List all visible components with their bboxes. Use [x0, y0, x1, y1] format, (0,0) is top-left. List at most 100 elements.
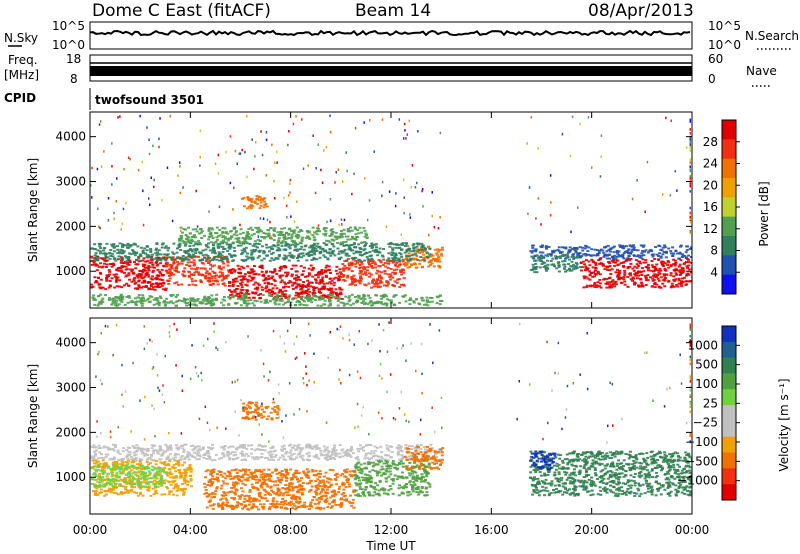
- power-blob-3: [341, 257, 406, 289]
- freq-panel: Freq. [MHz] 18 8 60 0 Nave: [4, 52, 777, 87]
- velocity-colorbar-swatch: [722, 373, 736, 390]
- velocity-colorbar-swatch: [722, 341, 736, 359]
- power-colorbar-label: Power [dB]: [757, 181, 771, 246]
- xaxis-label: Time UT: [365, 539, 416, 553]
- power-blob-6: [177, 226, 369, 245]
- power-colorbar-swatch: [722, 197, 736, 218]
- nsearch-tick-top: 10^5: [708, 19, 741, 33]
- velocity-colorbar-tick: 25: [703, 396, 718, 410]
- nsearch-tick-bottom: 10^0: [708, 38, 741, 52]
- nave-tick-bottom: 0: [708, 72, 716, 86]
- velocity-blob-8: [90, 463, 169, 489]
- power-blob-1: [165, 255, 231, 287]
- freq-tick-bottom: 8: [70, 72, 78, 86]
- power-ytick-label: 3000: [55, 175, 86, 189]
- nsearch-label: N.Search: [745, 29, 799, 43]
- xtick-label: 00:00: [675, 523, 710, 537]
- cpid-label: CPID: [4, 91, 36, 105]
- nsky-panel: N.Sky 10^5 10^0 10^5 10^0 N.Search: [4, 19, 799, 52]
- power-blob-11: [91, 293, 444, 307]
- nsky-tick-top: 10^5: [52, 19, 85, 33]
- power-colorbar-swatch: [722, 178, 736, 198]
- velocity-blob-2: [203, 468, 357, 511]
- xtick-label: 16:00: [474, 523, 509, 537]
- velocity-colorbar-swatch: [722, 326, 736, 343]
- velocity-blob-4: [403, 445, 445, 471]
- velocity-colorbar-swatch: [722, 389, 736, 406]
- freq-unit-label: [MHz]: [4, 68, 39, 82]
- velocity-colorbar-tick: −100: [685, 435, 718, 449]
- power-colorbar-tick: 8: [710, 244, 718, 258]
- nsky-tick-bottom: 10^0: [52, 38, 85, 52]
- velocity-colorbar-swatch: [722, 357, 736, 374]
- velocity-colorbar-swatch: [722, 452, 736, 469]
- velocity-colorbar-tick: 1000: [687, 338, 718, 352]
- beam-label: Beam 14: [355, 1, 431, 21]
- power-colorbar-swatch: [722, 216, 736, 237]
- power-blob-10: [240, 195, 269, 210]
- power-colorbar-tick: 12: [703, 222, 718, 236]
- velocity-ytick-label: 4000: [55, 336, 86, 350]
- power-colorbar-swatch: [722, 120, 736, 140]
- velocity-blob-6: [529, 450, 557, 471]
- power-ylabel: Slant Range [km]: [26, 158, 40, 262]
- power-colorbar-tick: 24: [703, 157, 718, 171]
- power-blob-9: [529, 253, 582, 274]
- cpid-value: twofsound 3501: [95, 93, 204, 107]
- xtick-label: 04:00: [173, 523, 208, 537]
- power-colorbar-swatch: [722, 236, 736, 256]
- velocity-blob-3: [353, 459, 432, 497]
- velocity-colorbar-tick: −25: [693, 416, 718, 430]
- velocity-colorbar-swatch: [722, 420, 736, 438]
- xtick-label: 00:00: [73, 523, 108, 537]
- freq-tick-top: 18: [66, 52, 81, 66]
- power-blob-8: [579, 257, 692, 289]
- power-colorbar-swatch: [722, 158, 736, 179]
- velocity-colorbar-tick: 100: [695, 377, 718, 391]
- power-scatter: [90, 114, 691, 238]
- velocity-colorbar-label: Velocity [m s⁻¹]: [777, 378, 791, 471]
- power-colorbar-tick: 28: [703, 135, 718, 149]
- velocity-ytick-label: 3000: [55, 381, 86, 395]
- freq-label: Freq.: [8, 53, 38, 67]
- power-colorbar-swatch: [722, 139, 736, 160]
- power-colorbar-tick: 16: [703, 200, 718, 214]
- velocity-ytick-label: 1000: [55, 470, 86, 484]
- xtick-label: 12:00: [374, 523, 409, 537]
- nsky-trace: [89, 29, 691, 37]
- power-blob-0: [90, 255, 168, 291]
- velocity-panel: 4000 3000 2000 1000 Slant Range [km] 1000 50…: [26, 112, 791, 553]
- power-ytick-label: 1000: [55, 264, 86, 278]
- velocity-blob-1: [90, 443, 444, 462]
- velocity-blob-5: [529, 450, 692, 498]
- power-colorbar-tick: 20: [703, 178, 718, 192]
- velocity-colorbar-swatch: [722, 405, 736, 422]
- power-ytick-label: 4000: [55, 130, 86, 144]
- power-blob-2: [228, 264, 344, 300]
- power-ytick-label: 2000: [55, 219, 86, 233]
- xtick-label: 20:00: [574, 523, 609, 537]
- date-label: 08/Apr/2013: [588, 1, 694, 21]
- velocity-colorbar-tick: −500: [685, 454, 718, 468]
- nave-label: Nave: [746, 64, 777, 78]
- xtick-label: 08:00: [273, 523, 308, 537]
- nave-band: [90, 66, 692, 76]
- velocity-ylabel: Slant Range [km]: [26, 364, 40, 468]
- power-colorbar-swatch: [722, 255, 736, 276]
- velocity-colorbar-swatch: [722, 484, 736, 501]
- nsky-label: N.Sky: [4, 31, 38, 45]
- power-colorbar-tick: 4: [710, 265, 718, 279]
- velocity-colorbar-tick: −1000: [677, 474, 718, 488]
- velocity-scatter: [95, 321, 691, 444]
- velocity-colorbar-tick: 500: [695, 358, 718, 372]
- power-blob-5: [90, 242, 432, 262]
- power-panel: 4000 3000 2000 1000 Slant Range [km] 28 24 20…: [26, 111, 771, 309]
- chart-title: Dome C East (fitACF): [92, 1, 271, 21]
- nave-tick-top: 60: [708, 52, 723, 66]
- velocity-colorbar-swatch: [722, 436, 736, 454]
- velocity-blob-7: [241, 401, 281, 421]
- power-blob-7: [529, 244, 692, 260]
- velocity-colorbar-swatch: [722, 468, 736, 485]
- power-colorbar-swatch: [722, 274, 736, 295]
